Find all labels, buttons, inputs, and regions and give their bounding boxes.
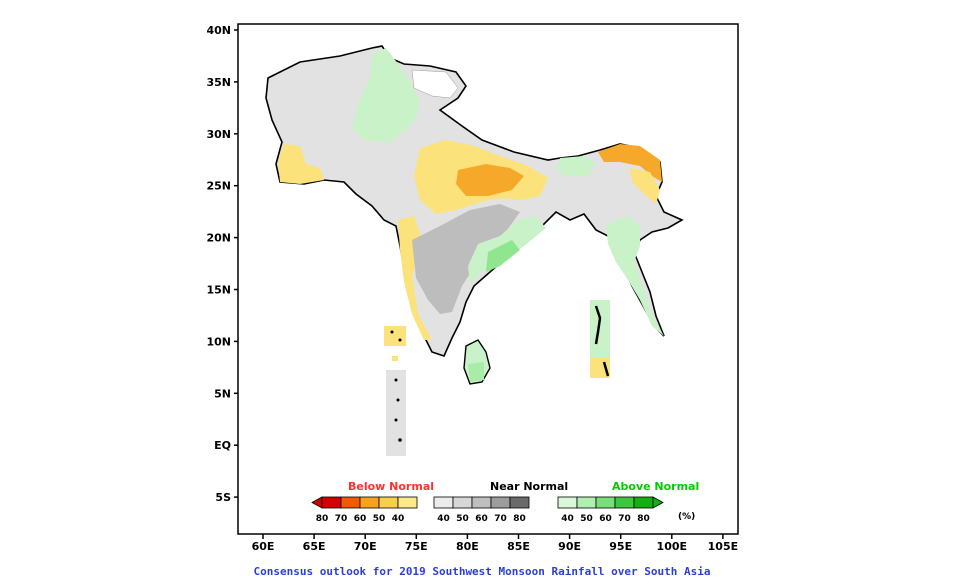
legend-value: 80 (316, 514, 329, 524)
legend-swatch (509, 496, 530, 509)
legend-swatch (490, 496, 511, 509)
legend: Below Normal Near Normal Above Normal 80… (311, 480, 699, 524)
above-normal-srilanka (468, 362, 484, 382)
lon-tick-label: 95E (609, 540, 632, 553)
legend-value: 50 (373, 514, 386, 524)
legend-above-bar: 40 50 60 70 80 (557, 496, 664, 524)
legend-value: 60 (599, 514, 612, 524)
lon-tick-label: 90E (558, 540, 581, 553)
longitude-axis: 60E 65E 70E 75E 80E 85E 90E 95E 100E 105E (252, 534, 738, 553)
lon-tick-label: 100E (657, 540, 687, 553)
legend-near-title: Near Normal (490, 480, 568, 493)
legend-value: 40 (561, 514, 574, 524)
lon-tick-label: 70E (354, 540, 377, 553)
above-normal-east-strong (486, 240, 520, 272)
legend-swatch (576, 496, 597, 509)
lon-tick-label: 65E (303, 540, 326, 553)
minicoy-below (392, 356, 398, 361)
lat-tick-label: 30N (206, 128, 231, 141)
above-normal-myanmar (606, 216, 664, 336)
lat-tick-label: 5N (214, 387, 231, 400)
below-normal-northeast (598, 144, 662, 182)
lon-tick-label: 105E (708, 540, 738, 553)
lon-tick-label: 85E (507, 540, 530, 553)
below-normal-northeast-2 (630, 168, 660, 204)
below-normal-west-coast (398, 216, 432, 340)
legend-arrow-right (652, 496, 664, 509)
legend-above-title: Above Normal (612, 480, 699, 493)
islands (384, 300, 610, 456)
above-normal-north (352, 48, 420, 142)
near-normal-deccan (412, 204, 520, 314)
andaman-above (590, 300, 610, 358)
forecast-patches (278, 48, 664, 382)
lat-tick-label: 25N (206, 180, 231, 193)
legend-swatch (340, 496, 361, 509)
legend-near-bar: 40 50 60 70 80 (433, 496, 530, 524)
legend-below-title: Below Normal (348, 480, 434, 493)
lon-tick-label: 80E (456, 540, 479, 553)
legend-swatch (378, 496, 399, 509)
below-normal-west (278, 144, 324, 184)
legend-unit: (%) (678, 512, 695, 522)
legend-value: 70 (618, 514, 631, 524)
legend-swatch (321, 496, 342, 509)
lat-tick-label: 20N (206, 232, 231, 245)
legend-value: 70 (494, 514, 507, 524)
legend-value: 60 (475, 514, 488, 524)
legend-swatch (397, 496, 418, 509)
lat-tick-label: 35N (206, 76, 231, 89)
legend-value: 80 (637, 514, 650, 524)
legend-swatch (452, 496, 473, 509)
lon-tick-label: 60E (252, 540, 275, 553)
legend-below-bar: 80 70 60 50 40 (311, 496, 418, 524)
latitude-axis: 40N 35N 30N 25N 20N 15N 10N 5N EQ 5S (206, 24, 238, 504)
lon-tick-label: 75E (405, 540, 428, 553)
legend-swatch (433, 496, 454, 509)
lat-tick-label: EQ (214, 439, 231, 452)
legend-swatch (359, 496, 380, 509)
above-normal-bangladesh (556, 156, 596, 176)
lat-tick-label: 10N (206, 335, 231, 348)
legend-swatch (595, 496, 616, 509)
legend-value: 40 (392, 514, 405, 524)
map-caption: Consensus outlook for 2019 Southwest Mon… (253, 565, 711, 578)
maldives-near (386, 370, 406, 456)
legend-swatch (471, 496, 492, 509)
legend-swatch (614, 496, 635, 509)
lat-tick-label: 15N (206, 284, 231, 297)
legend-value: 70 (335, 514, 348, 524)
legend-value: 50 (580, 514, 593, 524)
legend-swatch (633, 496, 654, 509)
legend-value: 60 (354, 514, 367, 524)
lat-tick-label: 5S (215, 491, 231, 504)
legend-value: 50 (456, 514, 469, 524)
legend-value: 40 (437, 514, 450, 524)
below-normal-strong (456, 164, 524, 196)
legend-value: 80 (513, 514, 526, 524)
lakshadweep-below (384, 326, 406, 346)
lat-tick-label: 40N (206, 24, 231, 37)
no-data-north (411, 69, 459, 99)
legend-swatch (557, 496, 578, 509)
